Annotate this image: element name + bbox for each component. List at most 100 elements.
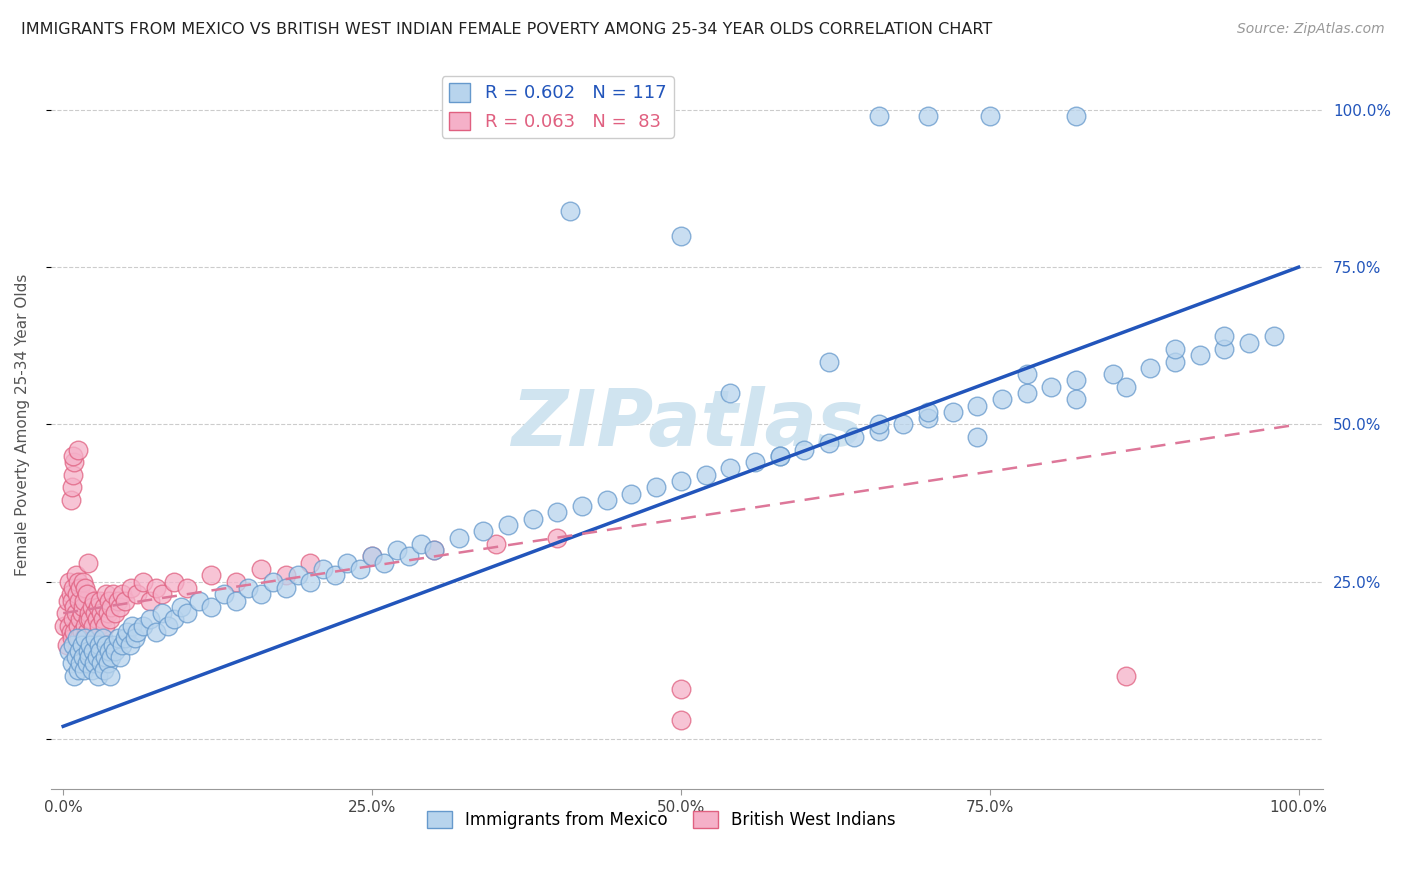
Point [496,518,519,533]
Point [82,618,104,632]
Point [84,606,107,620]
Point [63,455,86,469]
Point [94,650,117,665]
Point [1102,367,1125,381]
Text: ZIPatlas: ZIPatlas [510,386,863,462]
Point [67,632,90,646]
Point [98,669,121,683]
Point [73,593,96,607]
Point [62,449,84,463]
Point [1213,329,1236,343]
Point [991,392,1014,407]
Point [86,612,108,626]
Point [868,417,890,432]
Point [66,442,89,457]
Point [87,599,110,614]
Y-axis label: Female Poverty Among 25-34 Year Olds: Female Poverty Among 25-34 Year Olds [15,273,30,575]
Point [1064,392,1087,407]
Point [62,612,84,626]
Point [111,638,134,652]
Point [87,618,110,632]
Point [58,644,80,658]
Point [842,430,865,444]
Point [93,663,115,677]
Point [1064,373,1087,387]
Point [200,599,222,614]
Point [90,606,112,620]
Point [132,618,155,632]
Point [97,644,120,658]
Point [67,593,90,607]
Point [114,632,136,646]
Point [73,632,96,646]
Point [66,663,89,677]
Point [868,424,890,438]
Point [80,663,103,677]
Point [200,568,222,582]
Point [645,480,668,494]
Point [669,681,692,696]
Point [620,486,643,500]
Point [818,436,841,450]
Point [72,599,94,614]
Point [769,449,792,463]
Point [250,587,273,601]
Point [60,657,83,671]
Point [83,593,105,607]
Point [87,638,110,652]
Point [66,618,89,632]
Point [176,581,198,595]
Point [79,638,101,652]
Point [65,650,87,665]
Point [70,624,93,639]
Point [917,411,939,425]
Point [769,449,792,463]
Point [72,574,94,589]
Point [77,606,100,620]
Point [118,638,141,652]
Point [111,587,134,601]
Point [138,612,160,626]
Point [97,657,120,671]
Point [62,467,84,482]
Point [108,599,131,614]
Point [69,612,91,626]
Point [718,386,741,401]
Point [793,442,815,457]
Point [1263,329,1285,343]
Point [73,663,96,677]
Point [571,499,593,513]
Point [1015,367,1038,381]
Point [323,568,346,582]
Point [60,632,83,646]
Point [262,574,284,589]
Point [1164,342,1187,356]
Point [385,543,408,558]
Point [70,606,93,620]
Point [60,593,83,607]
Point [484,537,506,551]
Point [558,203,581,218]
Point [361,549,384,564]
Point [72,650,94,665]
Point [966,430,988,444]
Point [60,480,83,494]
Point [77,644,100,658]
Point [299,574,322,589]
Point [1164,354,1187,368]
Point [76,624,98,639]
Point [132,574,155,589]
Point [163,612,186,626]
Point [212,587,235,601]
Point [546,506,568,520]
Point [818,354,841,368]
Point [80,599,103,614]
Point [127,587,149,601]
Point [101,587,124,601]
Point [917,405,939,419]
Point [349,562,371,576]
Point [69,581,91,595]
Point [1139,360,1161,375]
Point [150,587,173,601]
Point [669,713,692,727]
